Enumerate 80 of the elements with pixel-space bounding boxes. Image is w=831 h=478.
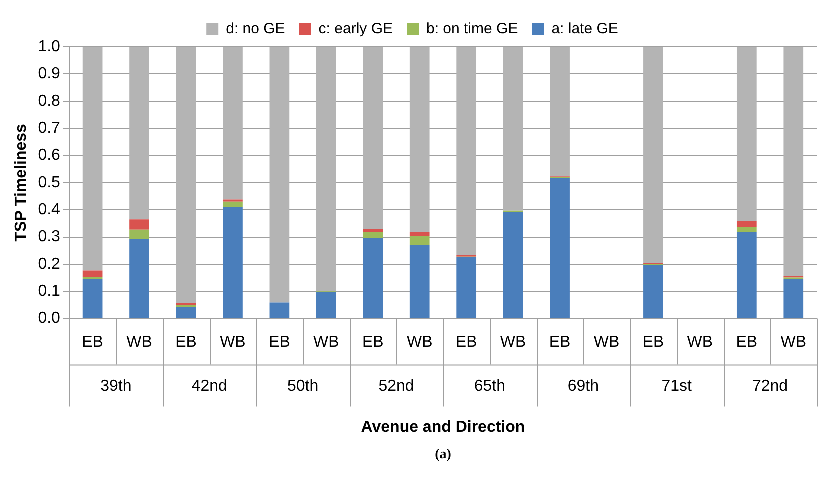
x-tick-label: WB [687, 334, 714, 351]
bar [550, 178, 570, 318]
x-tick-label: WB [314, 334, 340, 351]
bar [176, 47, 196, 304]
x-tick-label: EB [642, 334, 664, 351]
legend-label: c: early GE [318, 20, 393, 38]
bar [363, 238, 384, 318]
x-tick-label: WB [406, 334, 433, 351]
text: 50th [287, 378, 319, 396]
bar [130, 220, 150, 230]
y-tick-label: 0.3 [38, 228, 61, 246]
bar [130, 239, 150, 318]
x-tick-label: EB [736, 334, 758, 351]
bar [503, 47, 524, 211]
bar [223, 47, 243, 200]
x-tick-label: EB [82, 334, 104, 351]
x-tick-label: EB [362, 334, 384, 351]
y-tick-label: 0.5 [38, 174, 61, 192]
bar [410, 245, 430, 318]
y-tick-label: 0.8 [38, 92, 61, 110]
bar [316, 47, 336, 292]
bar [223, 207, 243, 318]
y-tick-label: 1.0 [38, 38, 61, 56]
y-axis-title: TSP Timeliness [13, 124, 30, 242]
bar [644, 47, 664, 264]
y-tick-label: 0.6 [38, 147, 61, 164]
legend-label: d: no GE [226, 20, 286, 38]
bar [82, 47, 103, 271]
text: 72nd [752, 378, 788, 396]
x-tick-label: WB [780, 334, 807, 351]
bar [82, 270, 103, 278]
bar [176, 307, 196, 318]
bar [644, 265, 664, 318]
y-tick-label: 0.9 [38, 66, 61, 83]
y-tick-label: 0.4 [38, 201, 61, 218]
x-tick-label: EB [456, 334, 478, 351]
x-tick-label: WB [126, 334, 152, 351]
x-tick-label: EB [549, 334, 571, 351]
bar [130, 230, 150, 240]
bar [410, 236, 430, 246]
text: 39th [100, 378, 132, 396]
bar [550, 47, 570, 177]
bar [736, 232, 757, 318]
x-tick-label: EB [269, 334, 290, 351]
y-tick-label: 0.1 [38, 283, 61, 300]
x-axis-title: Avenue and Direction [361, 419, 526, 436]
x-tick-label: WB [500, 334, 526, 351]
x-tick-label: WB [220, 334, 246, 351]
x-tick-label: WB [594, 334, 620, 351]
text: (a) [435, 447, 452, 462]
bar [363, 229, 384, 232]
bar [223, 202, 243, 208]
legend-label: b: on time GE [426, 20, 518, 38]
bar [456, 47, 477, 256]
bar [270, 47, 290, 303]
text: 52nd [378, 378, 414, 396]
bar [736, 47, 757, 222]
bar [784, 47, 804, 276]
bar [736, 227, 757, 232]
text: 65th [474, 378, 506, 396]
y-tick-label: 0.2 [38, 256, 61, 273]
text: 71st [662, 378, 693, 396]
legend-label: a: late GE [552, 20, 618, 38]
text: 69th [568, 378, 599, 396]
bar [363, 47, 384, 230]
bar [410, 47, 430, 232]
bar [503, 212, 524, 318]
x-tick-label: EB [176, 334, 197, 351]
bar [130, 47, 150, 220]
bar [784, 279, 804, 318]
y-tick-label: 0.0 [38, 310, 61, 328]
bar [316, 292, 336, 318]
bar [456, 257, 477, 318]
bar [82, 279, 103, 318]
bar [410, 232, 430, 236]
bar [736, 221, 757, 228]
text: 42nd [192, 378, 228, 396]
bar [363, 232, 384, 238]
bar [270, 302, 290, 318]
y-tick-label: 0.7 [38, 120, 61, 137]
